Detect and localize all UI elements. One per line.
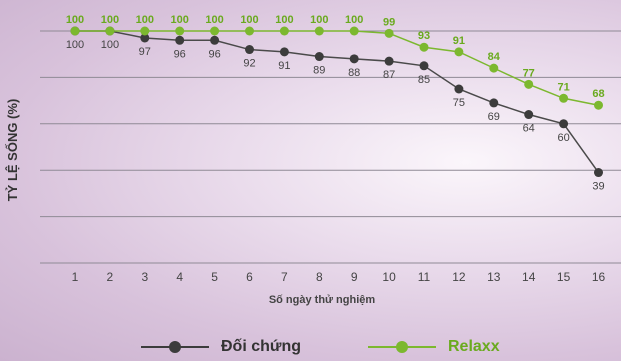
data-point-relaxx	[245, 26, 254, 36]
data-label-relaxx: 71	[557, 81, 569, 93]
x-tick-label: 4	[176, 270, 183, 284]
data-point-control	[594, 168, 603, 178]
data-label-control: 91	[278, 60, 290, 72]
data-point-relaxx	[210, 26, 220, 36]
data-label-control: 75	[453, 97, 465, 109]
data-point-control	[419, 61, 429, 71]
x-tick-label: 1	[72, 270, 79, 284]
legend-line-relaxx	[368, 341, 436, 353]
legend: Đối chứng Relaxx	[0, 338, 621, 360]
data-label-control: 97	[139, 46, 151, 58]
data-label-relaxx: 100	[345, 14, 363, 26]
data-point-relaxx	[454, 47, 464, 57]
x-tick-label: 5	[211, 270, 218, 284]
data-label-relaxx: 77	[523, 67, 535, 79]
data-point-control	[210, 35, 220, 45]
data-point-control	[175, 35, 185, 45]
x-tick-label: 7	[281, 270, 288, 284]
x-tick-label: 12	[452, 270, 466, 284]
x-tick-label: 6	[246, 270, 253, 284]
legend-label-relaxx: Relaxx	[448, 338, 500, 355]
data-point-relaxx	[419, 42, 429, 52]
data-point-relaxx	[524, 79, 534, 89]
legend-item-relaxx: Relaxx	[368, 338, 500, 356]
data-point-control	[245, 45, 254, 55]
data-point-relaxx	[314, 26, 324, 36]
data-label-relaxx: 100	[310, 14, 328, 26]
x-axis-label: Số ngày thử nghiệm	[269, 294, 376, 306]
data-label-relaxx: 100	[240, 14, 258, 26]
x-tick-label: 2	[107, 270, 114, 284]
data-label-relaxx: 100	[101, 14, 119, 26]
data-point-control	[349, 54, 359, 64]
legend-line-control	[141, 341, 209, 353]
data-label-control: 96	[208, 48, 220, 60]
data-point-relaxx	[349, 26, 359, 36]
data-label-relaxx: 100	[205, 14, 223, 26]
x-tick-label: 16	[592, 270, 606, 284]
legend-marker-relaxx	[396, 341, 408, 353]
data-label-control: 60	[557, 132, 569, 144]
data-point-control	[524, 110, 534, 120]
legend-item-control: Đối chứng	[141, 338, 301, 356]
data-label-control: 96	[174, 48, 186, 60]
data-point-relaxx	[559, 93, 569, 103]
data-label-relaxx: 100	[66, 14, 84, 26]
x-tick-label: 14	[522, 270, 536, 284]
data-label-control: 88	[348, 67, 360, 79]
data-point-relaxx	[279, 26, 289, 36]
data-label-control: 100	[66, 39, 84, 51]
data-point-control	[384, 56, 394, 66]
legend-label-control: Đối chứng	[221, 338, 302, 355]
series-line-control	[75, 30, 600, 173]
data-label-relaxx: 100	[136, 14, 154, 26]
data-label-relaxx: 84	[488, 51, 501, 63]
data-label-relaxx: 99	[383, 16, 395, 28]
data-label-relaxx: 100	[171, 14, 189, 26]
data-label-control: 92	[243, 58, 255, 70]
x-tick-label: 10	[382, 270, 396, 284]
data-label-control: 64	[523, 123, 535, 135]
x-tick-label: 15	[557, 270, 571, 284]
data-point-relaxx	[175, 26, 185, 36]
data-label-control: 69	[488, 111, 500, 123]
legend-marker-control	[169, 341, 181, 353]
data-point-control	[559, 119, 569, 129]
x-tick-label: 3	[141, 270, 148, 284]
data-point-control	[489, 98, 499, 108]
data-label-control: 87	[383, 69, 395, 81]
data-label-control: 100	[101, 39, 119, 51]
data-point-relaxx	[140, 26, 150, 36]
series-line-relaxx	[75, 30, 599, 106]
data-label-relaxx: 100	[275, 14, 293, 26]
x-tick-label: 13	[487, 270, 501, 284]
data-point-relaxx	[70, 26, 80, 36]
data-point-control	[314, 52, 324, 62]
data-label-control: 85	[418, 74, 430, 86]
data-point-relaxx	[105, 26, 115, 36]
data-label-relaxx: 91	[453, 35, 465, 47]
x-tick-label: 9	[351, 270, 358, 284]
data-point-relaxx	[384, 28, 394, 38]
x-tick-label: 11	[418, 270, 431, 284]
x-tick-label: 8	[316, 270, 323, 284]
data-point-relaxx	[594, 100, 603, 110]
data-label-control: 89	[313, 65, 325, 77]
y-axis-label: TỶ LỆ SỐNG (%)	[4, 98, 20, 202]
data-label-relaxx: 68	[592, 88, 604, 100]
data-label-control: 39	[592, 181, 604, 193]
data-point-control	[454, 84, 464, 94]
data-point-control	[279, 47, 289, 57]
data-point-control	[140, 33, 150, 43]
data-point-relaxx	[489, 63, 499, 73]
data-label-relaxx: 93	[418, 30, 430, 42]
